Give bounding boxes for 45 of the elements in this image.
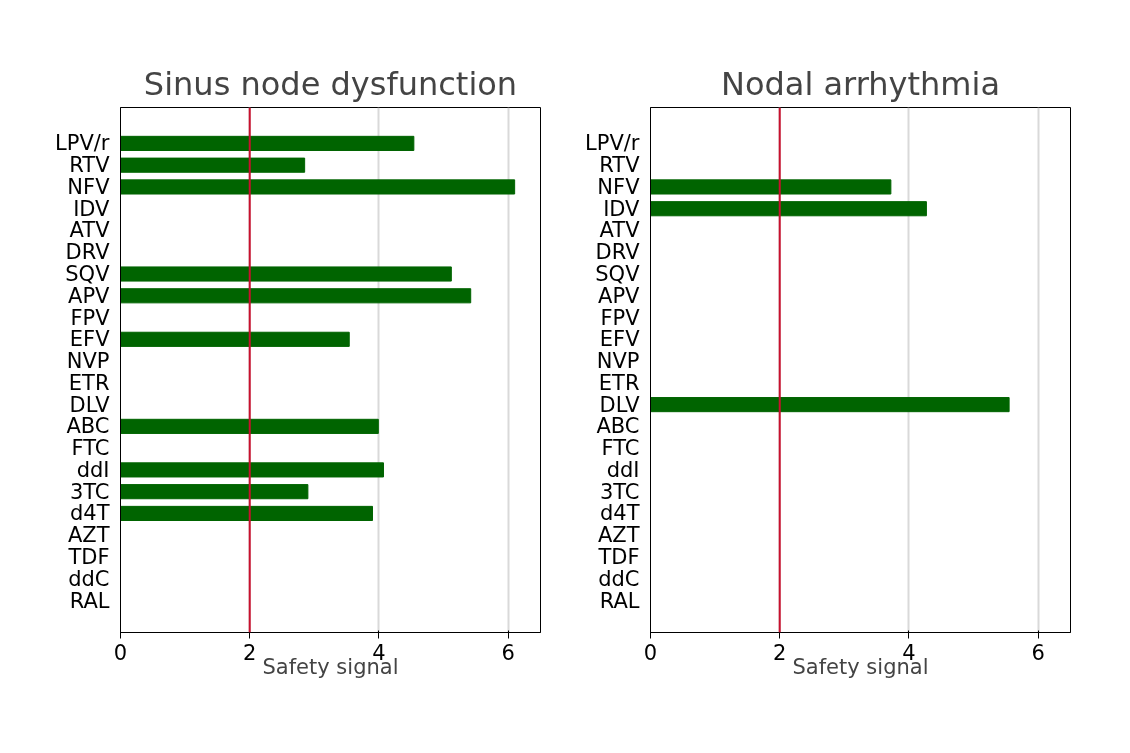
y-tick-label: ATV	[599, 218, 641, 243]
x-tick-label: 6	[1031, 640, 1045, 665]
bar	[650, 201, 927, 217]
chart-title: Sinus node dysfunction	[143, 64, 518, 103]
x-tick-label: 0	[113, 640, 128, 665]
x-tick-label: 6	[501, 640, 515, 665]
bar	[120, 418, 379, 434]
y-tick-label: EFV	[599, 327, 641, 352]
y-tick-label: RAL	[69, 588, 110, 613]
bar	[650, 397, 1010, 413]
bar	[120, 179, 516, 195]
y-tick-label: d4T	[69, 501, 110, 526]
chart-title: Nodal arrhythmia	[720, 64, 1001, 103]
bar	[120, 505, 373, 522]
y-tick-label: DLV	[599, 392, 641, 417]
x-tick-label: 0	[643, 640, 658, 665]
y-tick-label: EFV	[69, 327, 111, 352]
y-tick-label: FPV	[600, 305, 641, 330]
x-tick-label: 2	[243, 640, 257, 665]
bar	[120, 157, 306, 173]
y-tick-label: FPV	[70, 305, 111, 330]
y-tick-label: IDV	[73, 196, 111, 221]
y-tick-label: 3TC	[69, 479, 110, 504]
x-tick-label: 2	[773, 640, 787, 665]
y-tick-label: ATV	[69, 218, 111, 243]
bar	[120, 288, 472, 304]
y-tick-label: ABC	[66, 414, 110, 439]
y-tick-label: d4T	[599, 501, 640, 526]
y-tick-label: 3TC	[599, 479, 640, 504]
y-tick-label: IDV	[603, 196, 641, 221]
y-tick-label: LPV/r	[585, 131, 640, 156]
y-tick-label: DRV	[65, 240, 111, 265]
y-tick-label: LPV/r	[55, 131, 110, 156]
bar	[120, 462, 384, 478]
bar	[120, 135, 415, 151]
bar	[120, 266, 452, 282]
bar	[120, 331, 350, 347]
y-tick-label: ddC	[68, 566, 110, 591]
bar	[650, 179, 892, 195]
y-tick-label: DLV	[69, 392, 111, 417]
y-tick-label: DRV	[595, 240, 641, 265]
y-tick-label: ddC	[598, 566, 640, 591]
y-tick-label: RAL	[599, 588, 640, 613]
bar	[120, 484, 309, 500]
y-tick-label: ABC	[596, 414, 640, 439]
